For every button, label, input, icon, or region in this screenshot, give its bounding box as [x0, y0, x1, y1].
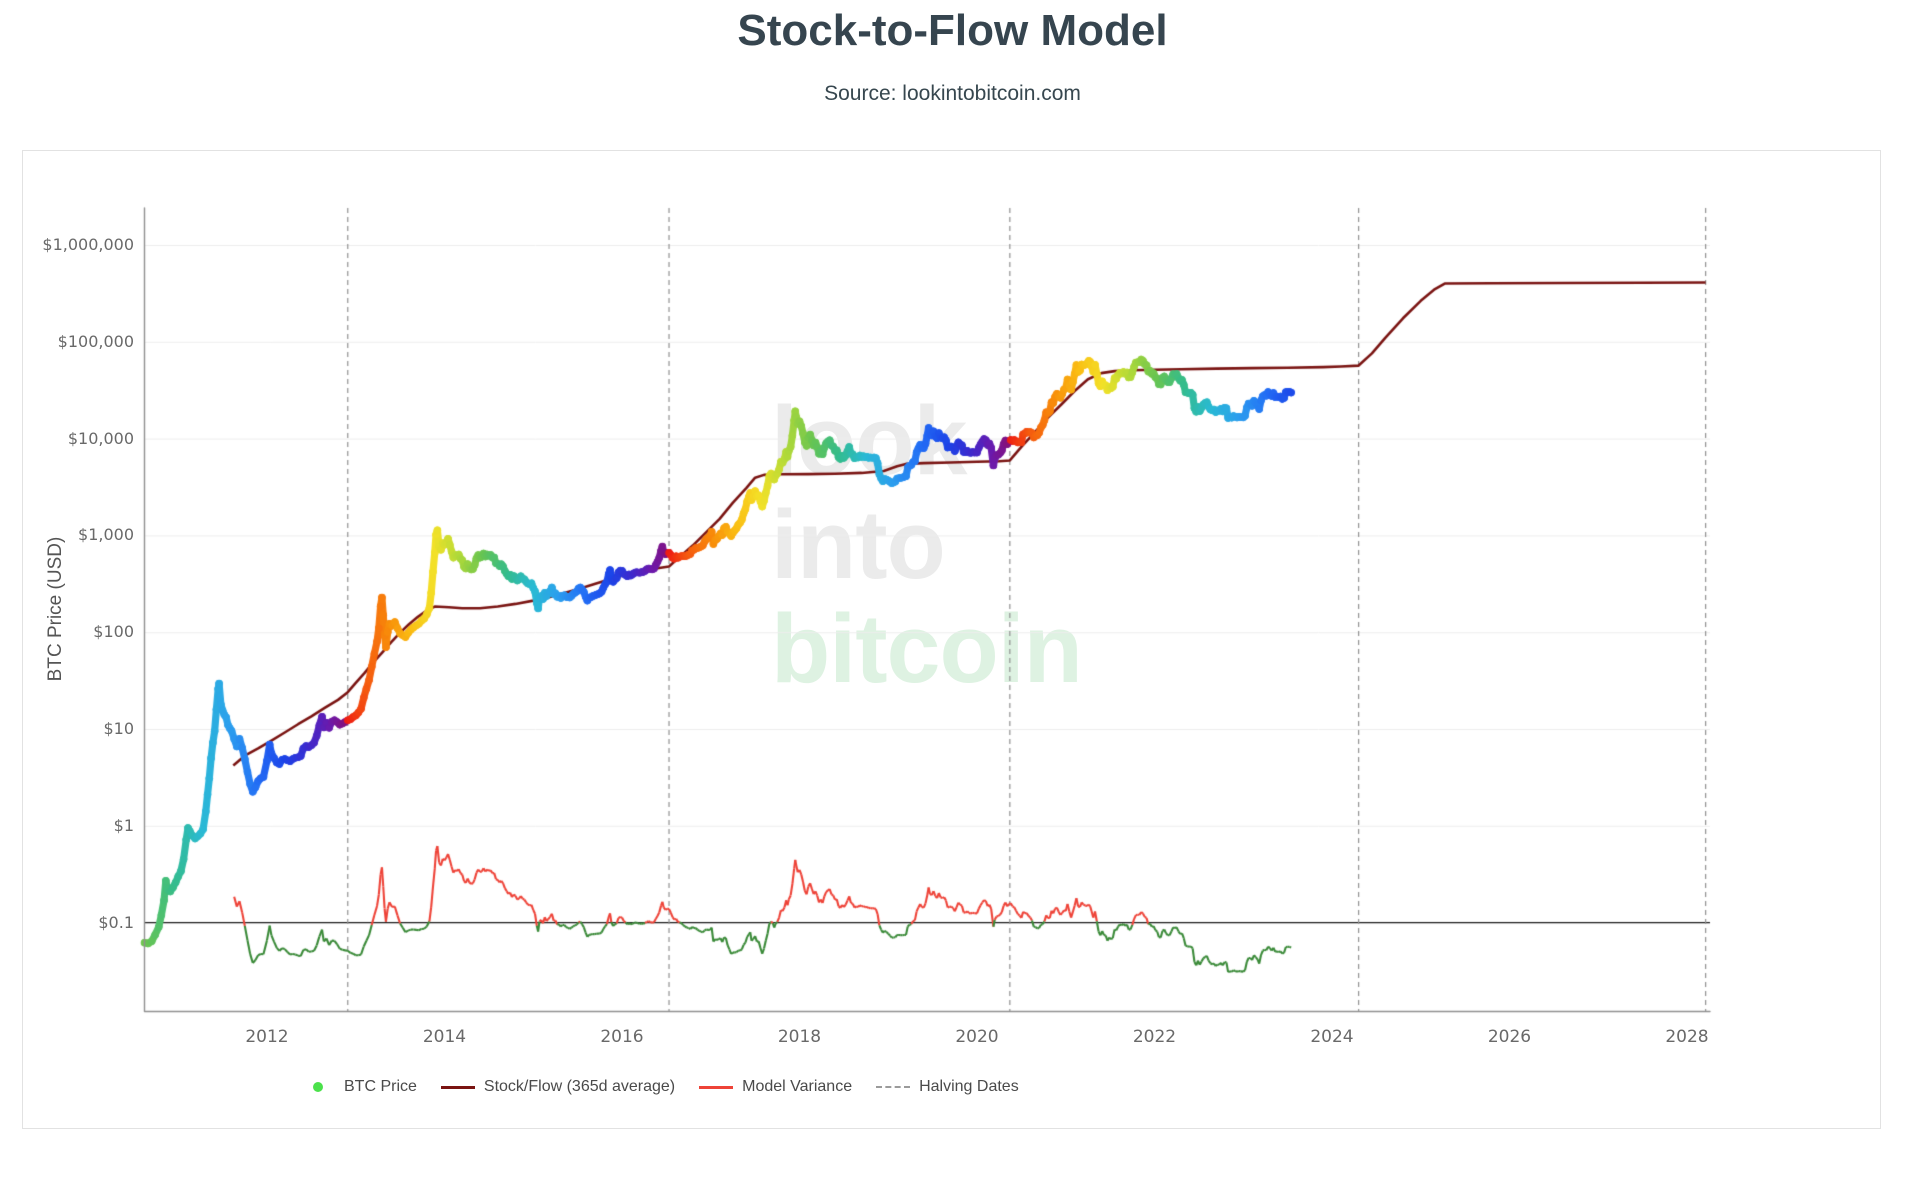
legend-label: BTC Price [344, 1078, 417, 1095]
y-axis-title: BTC Price (USD) [45, 536, 66, 682]
y-tick-label: $0.1 [98, 912, 134, 932]
stock-flow-line-icon [440, 1080, 475, 1094]
y-tick-label: $1,000,000 [42, 235, 134, 254]
header: Stock-to-Flow Model Source: lookintobitc… [0, 0, 1905, 106]
x-tick-label: 2020 [955, 1027, 999, 1047]
legend-item-model-variance[interactable]: Model Variance [699, 1078, 852, 1096]
x-tick-label: 2024 [1310, 1027, 1354, 1047]
model-variance-line-icon [699, 1080, 734, 1094]
plot-canvas[interactable] [23, 151, 1880, 1128]
y-tick-label: $10,000 [67, 428, 134, 448]
chart-card: look into bitcoin $1,000,000$100,000$10,… [22, 150, 1881, 1129]
y-tick-label: $1,000 [78, 525, 134, 545]
legend-item-stock-flow[interactable]: Stock/Flow (365d average) [440, 1078, 676, 1096]
y-tick-label: $10 [103, 719, 134, 738]
legend-label: Halving Dates [919, 1078, 1019, 1095]
legend-item-btc-price[interactable]: BTC Price [301, 1078, 417, 1096]
halving-dates-dash-icon [876, 1080, 911, 1094]
legend-item-halving-dates[interactable]: Halving Dates [876, 1078, 1019, 1096]
legend-label: Stock/Flow (365d average) [483, 1078, 676, 1095]
x-tick-label: 2022 [1132, 1027, 1177, 1047]
y-tick-label: $100 [93, 622, 134, 642]
x-tick-label: 2018 [777, 1027, 822, 1047]
x-tick-label: 2028 [1665, 1027, 1709, 1047]
page-title: Stock-to-Flow Model [737, 6, 1168, 55]
source-subtitle: Source: lookintobitcoin.com [824, 82, 1081, 105]
x-tick-label: 2026 [1487, 1027, 1532, 1047]
btc-price-dot-icon [301, 1080, 335, 1094]
y-tick-label: $100,000 [57, 331, 134, 351]
legend: BTC Price Stock/Flow (365d average) Mode… [301, 1078, 1019, 1096]
x-tick-label: 2014 [422, 1027, 467, 1047]
x-tick-label: 2016 [600, 1027, 644, 1047]
legend-label: Model Variance [742, 1078, 853, 1095]
x-tick-label: 2012 [245, 1027, 289, 1047]
y-tick-label: $1 [113, 815, 134, 835]
